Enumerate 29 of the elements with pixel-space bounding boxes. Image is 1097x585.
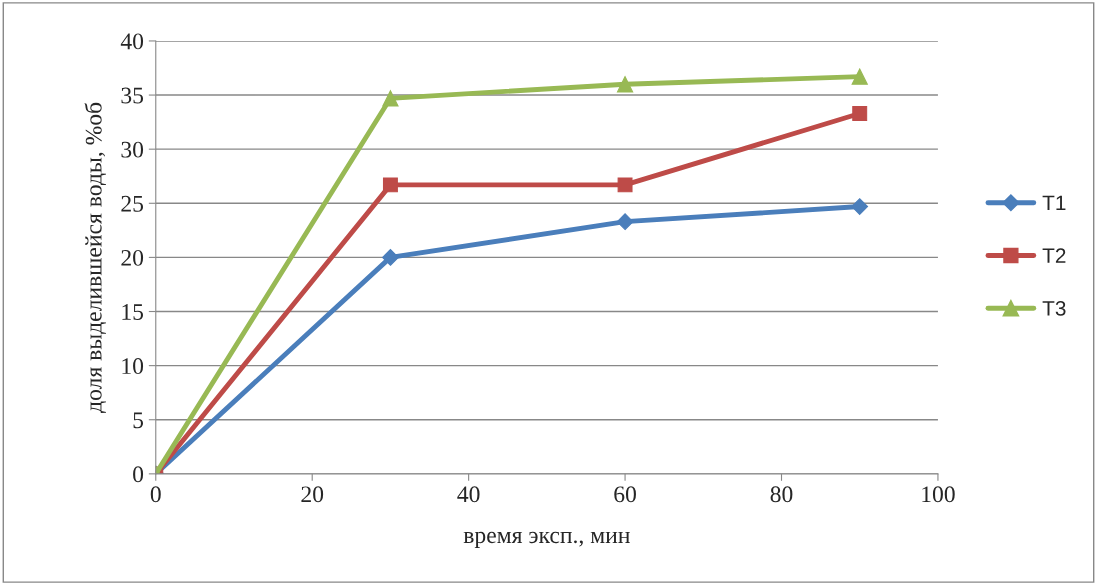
point (616, 213, 634, 231)
y-tick-label: 20 (121, 249, 144, 266)
point (617, 177, 633, 193)
y-tick-label: 10 (122, 358, 144, 375)
y-tick-label: 25 (121, 195, 144, 212)
x-tick-label: 0 (150, 486, 161, 503)
point (851, 68, 868, 85)
x-tick-label: 60 (614, 486, 636, 503)
y-axis-title: доля выделившейся воды, %об (84, 102, 107, 413)
y-tick-label: 35 (121, 87, 144, 104)
x-tick-label: 20 (301, 486, 324, 503)
y-tick-label: 30 (121, 141, 144, 158)
point (851, 198, 869, 215)
y-tick-label: 40 (120, 33, 144, 50)
point (852, 106, 868, 121)
point (382, 177, 398, 193)
legend-label: Т2 (1042, 248, 1066, 263)
x-tick-label: 80 (770, 486, 793, 503)
y-tick-label: 15 (122, 304, 144, 320)
y-tick-label: 0 (133, 466, 144, 483)
x-tick-label: 40 (457, 486, 480, 503)
point (382, 90, 399, 107)
x-tick-label: 100 (922, 486, 955, 503)
point (616, 76, 634, 93)
legend-label: Т1 (1042, 195, 1066, 211)
legend-label: Т3 (1042, 300, 1066, 316)
x-axis-title: время эксп., мин (463, 531, 630, 548)
point (382, 249, 399, 266)
y-tick-label: 5 (133, 412, 144, 429)
